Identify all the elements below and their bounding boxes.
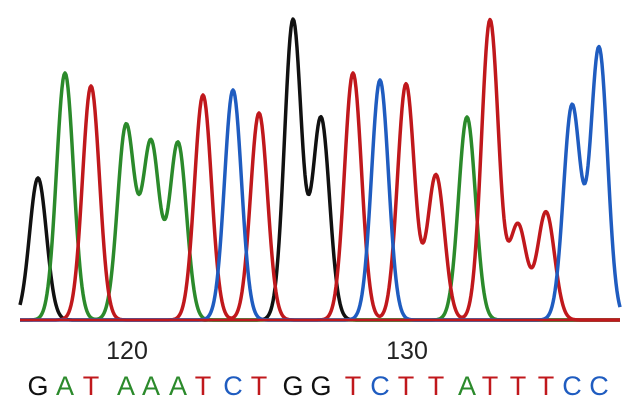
base-call-119: T: [83, 371, 100, 401]
base-call-121: A: [142, 371, 160, 401]
base-call-117: G: [27, 371, 48, 401]
base-call-137: C: [589, 371, 609, 401]
base-call-120: A: [117, 371, 135, 401]
x-tick-120: 120: [106, 337, 148, 365]
base-call-118: A: [56, 371, 74, 401]
base-call-128: T: [345, 371, 362, 401]
base-call-126: G: [282, 371, 303, 401]
base-call-123: T: [195, 371, 212, 401]
base-call-125: T: [251, 371, 268, 401]
base-call-132: A: [458, 371, 476, 401]
base-call-135: T: [538, 371, 555, 401]
base-call-129: C: [370, 371, 390, 401]
traces: [18, 17, 622, 322]
x-tick-130: 130: [386, 337, 428, 365]
x-tick-labels: 120 130: [106, 337, 428, 365]
base-call-130: T: [398, 371, 415, 401]
base-call-127: G: [310, 371, 331, 401]
base-call-131: T: [428, 371, 445, 401]
base-call-124: C: [223, 371, 243, 401]
base-call-133: T: [482, 371, 499, 401]
trace-a: [19, 71, 621, 322]
base-call-122: A: [169, 371, 187, 401]
base-call-134: T: [510, 371, 527, 401]
base-call-136: C: [562, 371, 582, 401]
